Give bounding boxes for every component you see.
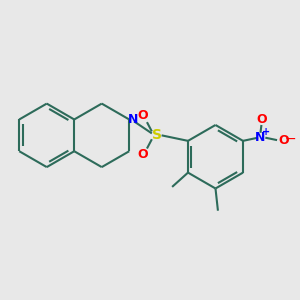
Text: O: O: [278, 134, 289, 147]
Text: S: S: [152, 128, 162, 142]
Text: +: +: [262, 127, 270, 137]
Text: O: O: [138, 148, 148, 161]
Text: N: N: [128, 113, 138, 126]
Text: O: O: [138, 109, 148, 122]
Text: O: O: [256, 113, 267, 126]
Text: −: −: [284, 132, 296, 146]
Text: N: N: [255, 131, 266, 144]
